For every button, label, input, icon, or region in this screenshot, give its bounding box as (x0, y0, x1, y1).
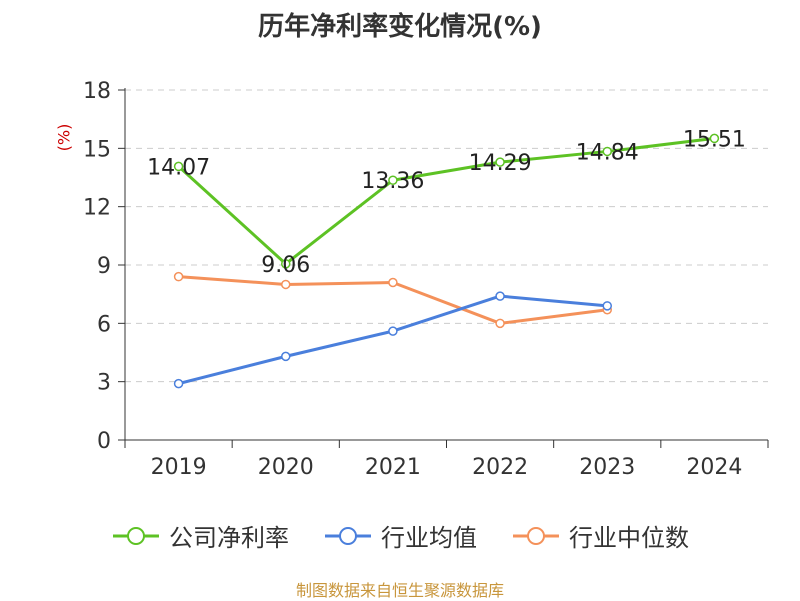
line-chart: 0 3 6 9 12 15 18 2019 2020 2021 2022 2023 2024 14.07 9… (83, 79, 769, 480)
data-label: 15.51 (683, 127, 746, 152)
data-point (495, 318, 505, 329)
legend-item-company[interactable]: 公司净利率 (111, 518, 289, 553)
y-tick-label: 0 (97, 429, 111, 454)
legend-item-industry-median[interactable]: 行业中位数 (511, 518, 689, 553)
data-label: 14.84 (576, 140, 639, 165)
data-source-note: 制图数据来自恒生聚源数据库 (295, 581, 504, 600)
data-label: 14.07 (147, 155, 210, 180)
data-label: 9.06 (261, 253, 310, 278)
legend-line-icon (113, 526, 159, 545)
x-tick-label: 2023 (579, 455, 635, 480)
legend-label: 行业均值 (381, 524, 477, 552)
x-tick-label: 2024 (686, 455, 742, 480)
data-point (388, 277, 398, 288)
data-point (602, 301, 612, 311)
y-tick-label: 12 (83, 196, 111, 221)
x-tick-label: 2021 (365, 455, 421, 480)
data-point (173, 378, 184, 389)
y-tick-label: 6 (97, 312, 111, 337)
data-point (388, 326, 398, 336)
data-point (173, 271, 184, 282)
data-point (602, 146, 612, 157)
series-line-1 (178, 294, 608, 386)
data-label: 13.36 (361, 169, 424, 194)
data-label: 14.29 (469, 151, 532, 176)
legend-item-industry-mean[interactable]: 行业均值 (323, 518, 477, 553)
y-tick-label: 9 (97, 254, 111, 279)
legend-line-icon (325, 526, 371, 545)
data-point (281, 279, 291, 290)
chart-title: 历年净利率变化情况(%) (258, 12, 542, 42)
data-point (281, 351, 291, 362)
legend-label: 行业中位数 (569, 524, 689, 552)
data-point (495, 291, 505, 301)
data-point (173, 161, 184, 172)
x-tick-label: 2019 (151, 455, 207, 480)
x-tick-label: 2020 (258, 455, 314, 480)
x-tick-label: 2022 (472, 455, 528, 480)
data-point (281, 259, 291, 269)
data-point (709, 133, 720, 144)
y-tick-label: 18 (83, 79, 111, 104)
data-point (388, 175, 398, 185)
legend-label: 公司净利率 (169, 524, 289, 552)
data-point (495, 157, 505, 167)
legend-line-icon (513, 526, 559, 545)
y-tick-label: 3 (97, 371, 111, 396)
series-line-0 (177, 136, 715, 266)
legend: 公司净利率 行业均值 行业中位数 (0, 518, 800, 553)
y-tick-label: 15 (83, 137, 111, 162)
